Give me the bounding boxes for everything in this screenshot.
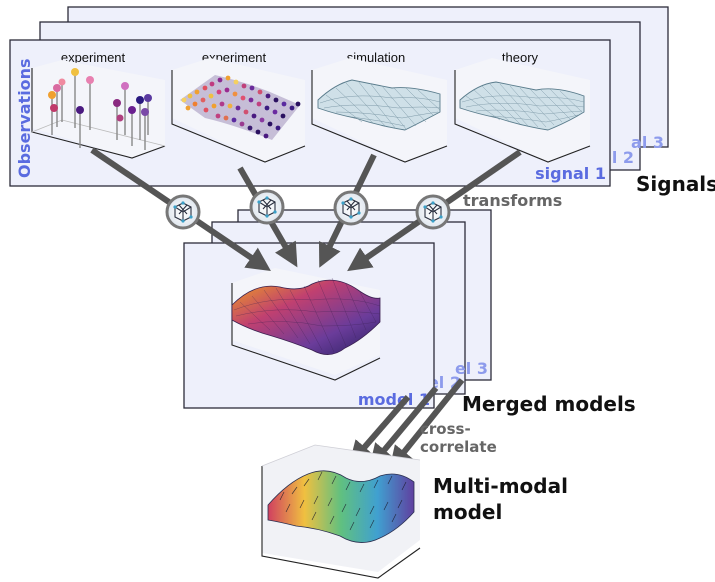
model-tag-3: el 3 (455, 359, 488, 378)
signals-label: Signals (636, 172, 715, 196)
panel-title-theory: theory (502, 50, 539, 65)
panel-scatter-cloud (171, 58, 306, 163)
lattice-icon (249, 189, 285, 225)
merged-models-label: Merged models (462, 392, 636, 416)
multimodal-label-line1: Multi-modal (433, 474, 568, 498)
observations-label: Observations (15, 58, 34, 178)
multimodal-surface (261, 444, 421, 579)
cross-label-line2: correlate (420, 438, 497, 456)
merged-surface (231, 268, 381, 381)
panel-title-experiment-1: experiment (61, 50, 126, 65)
panel-theory-surface (454, 58, 591, 163)
lattice-icon (415, 194, 451, 230)
model-tag-1: model 1 (358, 390, 430, 409)
panel-simulation-surface (311, 58, 448, 163)
transforms-label: transforms (463, 191, 562, 210)
signal-tag-3: al 3 (631, 133, 664, 152)
panel-scatter-stems (31, 60, 166, 159)
lattice-icon (333, 190, 369, 226)
cross-label-line1: cross- (420, 420, 471, 438)
lattice-icon (165, 194, 201, 230)
multimodal-label-line2: model (433, 500, 502, 524)
cross-correlate-arrows (348, 378, 465, 471)
signal-tag-1: signal 1 (535, 164, 606, 183)
